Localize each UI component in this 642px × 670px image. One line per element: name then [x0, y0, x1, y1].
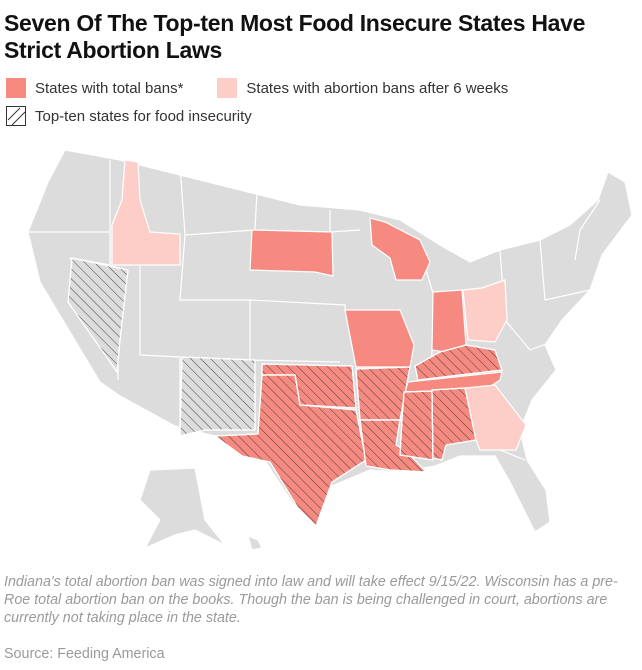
- legend: States with total bans* States with abor…: [6, 74, 542, 130]
- state-south-dakota: [249, 229, 334, 277]
- state-georgia: [464, 384, 527, 451]
- state-louisiana-hatch: [359, 419, 428, 473]
- us-map: [27, 149, 633, 551]
- total-ban-swatch: [6, 78, 26, 98]
- legend-food-insecurity-label: Top-ten states for food insecurity: [35, 107, 252, 125]
- state-ohio: [462, 279, 508, 343]
- chart-title: Seven Of The Top-ten Most Food Insecure …: [4, 10, 586, 63]
- legend-total-ban-label: States with total bans*: [35, 79, 184, 97]
- hawaii: [247, 534, 263, 551]
- state-mississippi-hatch: [399, 390, 434, 461]
- state-missouri: [344, 309, 415, 368]
- state-wisconsin: [369, 217, 431, 281]
- state-indiana: [431, 289, 467, 353]
- legend-six-week-ban: States with abortion bans after 6 weeks: [217, 78, 508, 98]
- state-texas-hatch: [213, 374, 367, 528]
- state-idaho: [111, 159, 181, 266]
- legend-food-insecurity: Top-ten states for food insecurity: [6, 106, 252, 126]
- alaska: [139, 467, 226, 550]
- footnote: Indiana's total abortion ban was signed …: [4, 574, 618, 626]
- six-week-ban-swatch: [217, 78, 238, 98]
- state-new-mexico-hatch: [179, 356, 256, 437]
- source: Source: Feeding America: [4, 646, 165, 662]
- hatch-swatch: [6, 106, 26, 126]
- legend-six-week-ban-label: States with abortion bans after 6 weeks: [246, 79, 509, 97]
- state-nevada-hatch: [67, 257, 129, 374]
- state-arkansas-hatch: [355, 366, 411, 421]
- state-kentucky-hatch: [414, 344, 503, 381]
- legend-total-ban: States with total bans*: [6, 78, 183, 98]
